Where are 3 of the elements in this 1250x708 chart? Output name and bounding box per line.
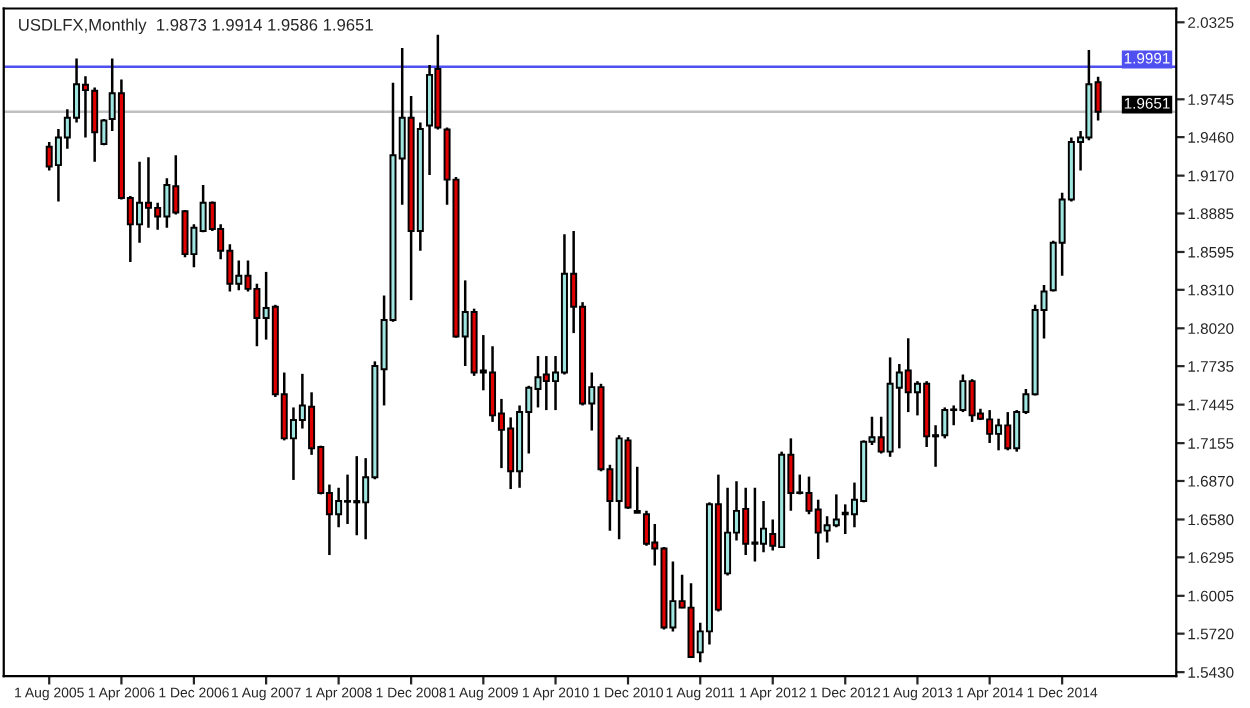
candlestick	[832, 493, 840, 529]
text: USDLFX,Monthly 1.9873 1.9914 1.9586 1.9651	[19, 18, 373, 35]
candlestick	[642, 509, 650, 548]
